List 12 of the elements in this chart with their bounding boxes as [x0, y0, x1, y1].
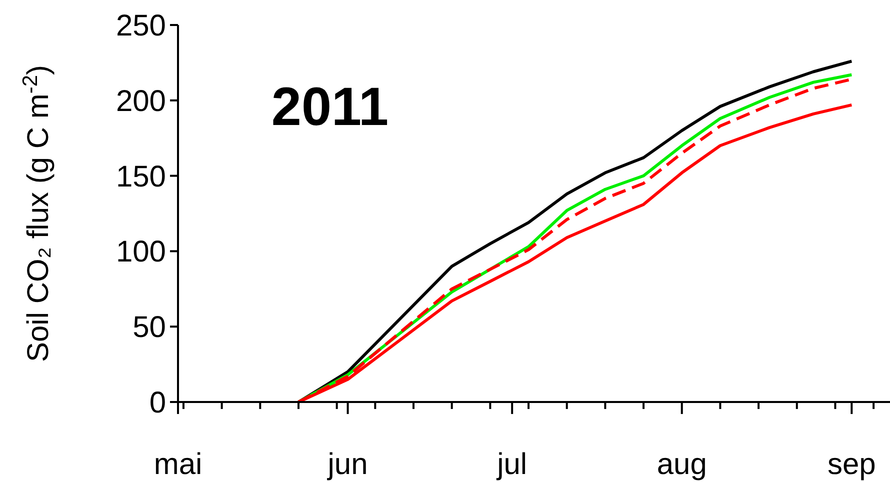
- x-tick-label: jul: [496, 448, 528, 481]
- x-tick-label: sep: [827, 448, 876, 481]
- x-tick-label: mai: [154, 448, 202, 481]
- annotation: 2011: [271, 77, 389, 137]
- y-tick-label: 100: [116, 236, 166, 269]
- y-tick-label: 200: [116, 84, 166, 118]
- y-tick-label: 0: [149, 386, 166, 420]
- y-tick-label: 250: [116, 10, 166, 42]
- x-tick-label: aug: [656, 448, 707, 481]
- y-tick-label: 50: [132, 311, 166, 344]
- y-tick-label: 150: [116, 160, 166, 194]
- x-tick-label: jun: [326, 448, 368, 481]
